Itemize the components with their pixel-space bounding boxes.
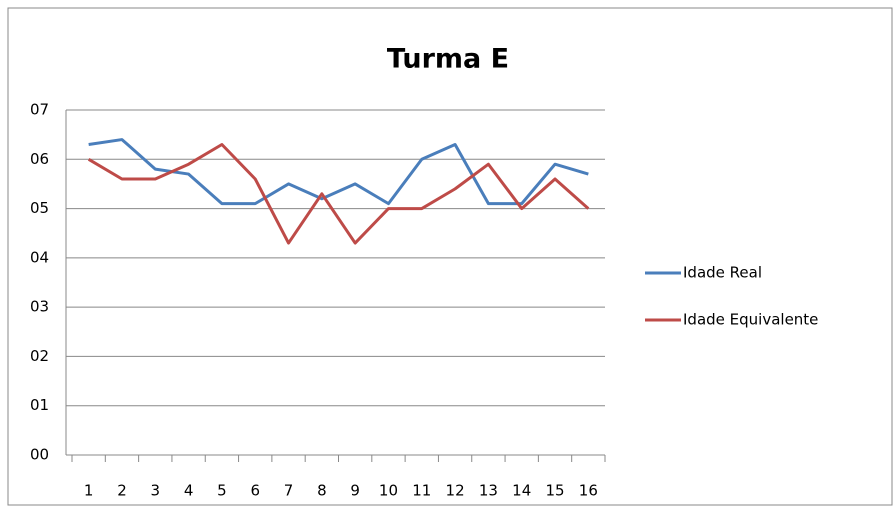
- y-tick-label: 05: [30, 199, 49, 217]
- series-line: [87, 143, 590, 245]
- x-tick-label: 15: [545, 482, 564, 500]
- x-tick-label: 14: [512, 482, 531, 500]
- y-tick-label: 01: [30, 396, 49, 414]
- x-tick-label: 12: [446, 482, 465, 500]
- y-tick-label: 07: [30, 101, 49, 119]
- y-tick-label: 04: [30, 248, 49, 266]
- x-tick-label: 16: [579, 482, 598, 500]
- x-tick-label: 4: [184, 482, 194, 500]
- x-tick-label: 5: [217, 482, 227, 500]
- y-tick-label: 00: [30, 446, 49, 464]
- x-tick-label: 3: [151, 482, 161, 500]
- y-tick-label: 03: [30, 298, 49, 316]
- chart-title: Turma E: [387, 44, 509, 75]
- x-tick-label: 7: [284, 482, 294, 500]
- legend-label: Idade Equivalente: [683, 311, 818, 329]
- x-tick-label: 1: [84, 482, 94, 500]
- x-tick-label: 10: [379, 482, 398, 500]
- y-tick-label: 02: [30, 347, 49, 365]
- x-tick-label: 6: [250, 482, 260, 500]
- y-tick-label: 06: [30, 150, 49, 168]
- x-tick-label: 9: [350, 482, 360, 500]
- x-tick-label: 2: [117, 482, 127, 500]
- x-tick-label: 11: [412, 482, 431, 500]
- x-tick-label: 13: [479, 482, 498, 500]
- x-tick-label: 8: [317, 482, 327, 500]
- legend-label: Idade Real: [683, 264, 762, 282]
- chart-frame: [7, 7, 893, 506]
